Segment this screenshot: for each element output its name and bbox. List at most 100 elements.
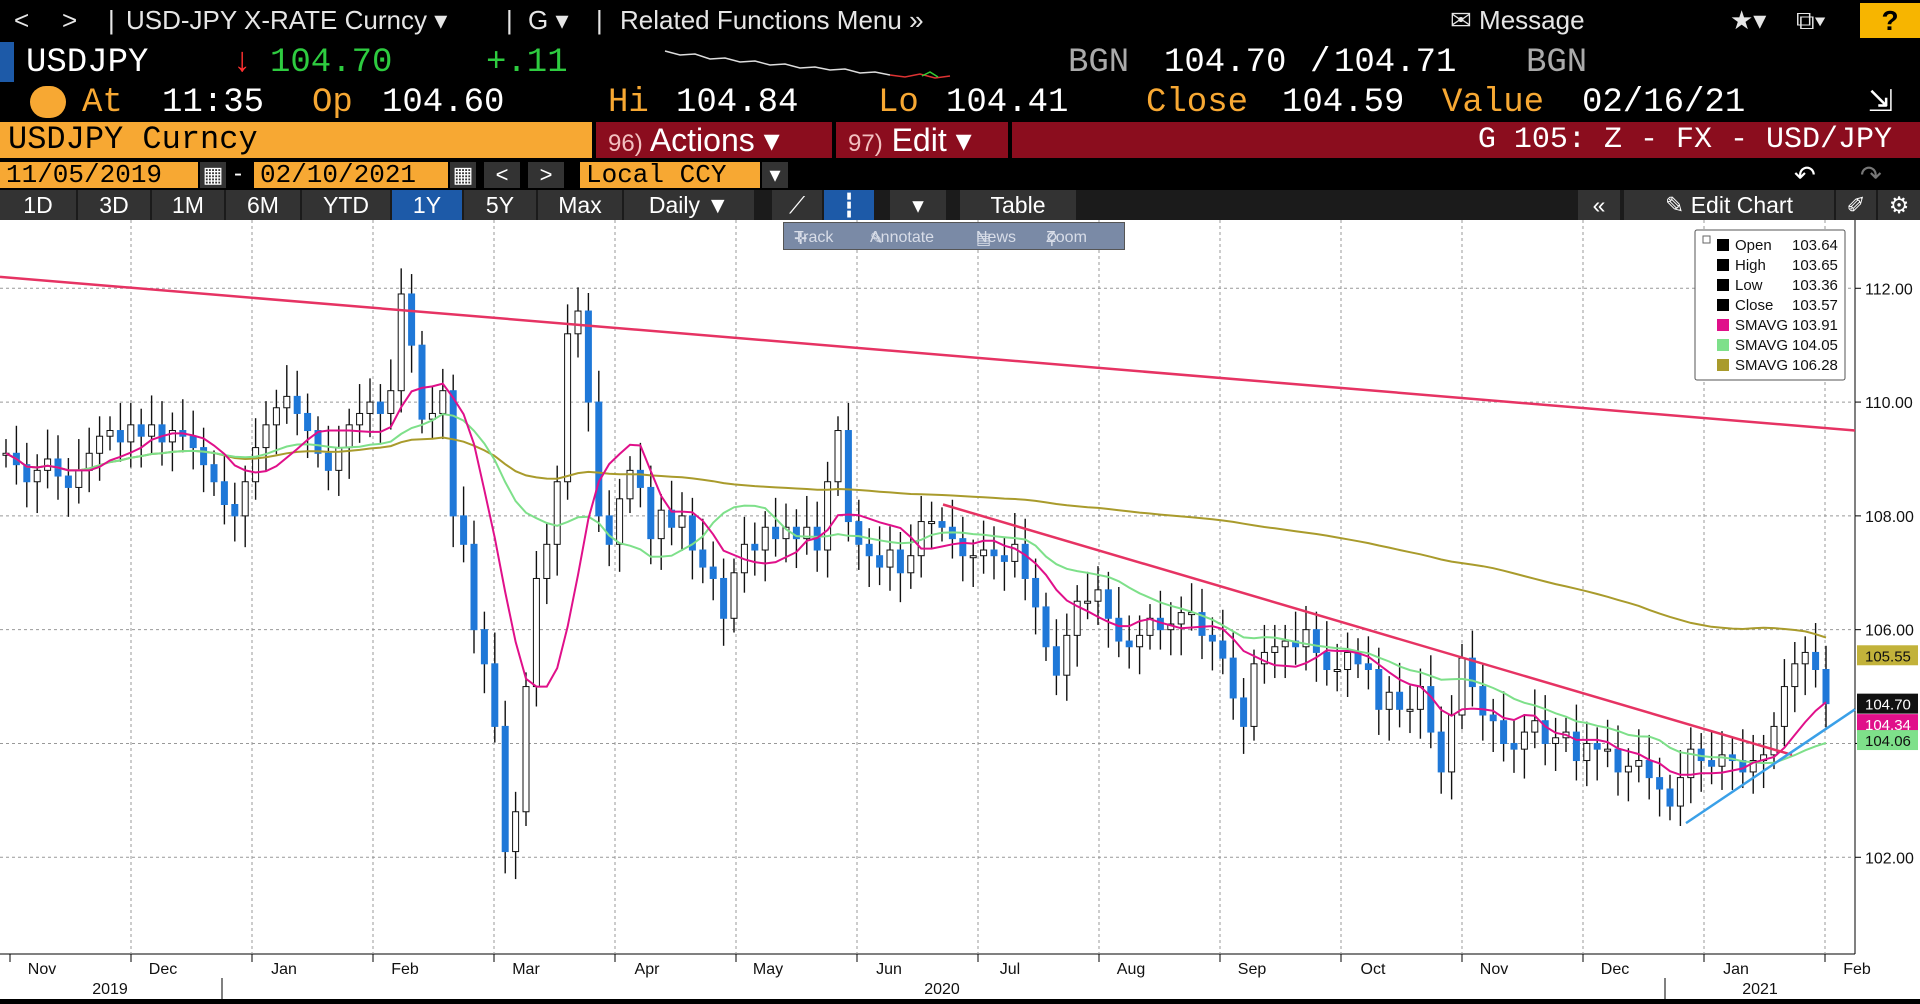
price-candle bbox=[772, 526, 780, 540]
quote-line: USDJPY ↓ 104.70 +.11 BGN 104.70 / 104.71… bbox=[0, 42, 1920, 82]
security-menu[interactable]: USD-JPY X-RATE Curncy ▾ bbox=[126, 5, 447, 36]
price-candle bbox=[574, 310, 582, 335]
security-field[interactable]: USDJPY Curncy bbox=[0, 122, 592, 158]
price-candle bbox=[1115, 617, 1123, 642]
tab-1d[interactable]: 1D bbox=[0, 190, 76, 220]
export-icon[interactable]: ⇲ bbox=[1868, 87, 1894, 121]
related-functions-menu[interactable]: Related Functions Menu » bbox=[620, 5, 924, 36]
price-candle bbox=[75, 469, 83, 488]
edit-button[interactable]: 97) Edit ▾ bbox=[836, 122, 1008, 158]
tab-ytd[interactable]: YTD bbox=[302, 190, 390, 220]
legend-swatch bbox=[1717, 359, 1729, 371]
price-candle bbox=[1541, 720, 1549, 744]
candlestick-icon[interactable]: ┇ bbox=[824, 190, 874, 220]
price-candle bbox=[605, 515, 613, 545]
tab-3d[interactable]: 3D bbox=[78, 190, 150, 220]
period-toolbar: 1D 3D 1M 6M YTD 1Y 5Y Max Daily ▼ ⟋ ┇ ▾ … bbox=[0, 190, 1920, 220]
price-candle bbox=[397, 293, 405, 392]
price-candle bbox=[1801, 651, 1809, 665]
price-candle bbox=[1177, 612, 1185, 625]
price-candle bbox=[293, 395, 301, 414]
chart-area[interactable]: 102.00104.00106.00108.00110.00112.00NovD… bbox=[0, 220, 1920, 999]
annotate-icon[interactable]: ✐ bbox=[1836, 190, 1876, 220]
gear-icon[interactable]: ⚙ bbox=[1878, 190, 1920, 220]
undo-icon[interactable]: ↶ bbox=[1794, 160, 1816, 190]
close-label: Close bbox=[1146, 84, 1249, 122]
security-header: USDJPY Curncy 96) Actions ▾ 97) Edit ▾ G… bbox=[0, 122, 1920, 158]
legend-value: 106.28 bbox=[1792, 357, 1838, 374]
price-candle bbox=[106, 430, 114, 437]
tab-6m[interactable]: 6M bbox=[226, 190, 300, 220]
price-candle bbox=[1364, 663, 1372, 671]
edit-chart-label: Edit Chart bbox=[1690, 192, 1793, 218]
caret-down-icon: ▾ bbox=[434, 5, 448, 35]
actions-button[interactable]: 96) Actions ▾ bbox=[596, 122, 832, 158]
price-candle bbox=[1385, 691, 1393, 710]
price-candle bbox=[1770, 725, 1778, 756]
caret-down-icon[interactable]: ▾ bbox=[762, 162, 788, 188]
high-label: Hi bbox=[608, 84, 649, 122]
price-candle bbox=[1437, 731, 1445, 773]
price-candle bbox=[1042, 606, 1050, 648]
price-candle bbox=[990, 549, 998, 557]
close-price: 104.59 bbox=[1282, 84, 1405, 122]
collapse-icon[interactable]: « bbox=[1578, 190, 1620, 220]
price-candle bbox=[314, 430, 322, 454]
price-candle bbox=[345, 424, 353, 449]
price-candle bbox=[512, 811, 520, 853]
frequency-select[interactable]: Daily ▼ bbox=[624, 190, 754, 220]
price-candle bbox=[876, 555, 884, 568]
year-label: 2019 bbox=[92, 981, 128, 998]
prev-range-button[interactable]: < bbox=[484, 162, 520, 188]
price-candle bbox=[356, 412, 364, 426]
price-candle bbox=[1052, 646, 1060, 676]
next-range-button[interactable]: > bbox=[528, 162, 564, 188]
price-candle bbox=[1219, 640, 1227, 659]
price-candle bbox=[1614, 748, 1622, 773]
favorite-star-icon[interactable]: ★▾ bbox=[1730, 5, 1767, 35]
legend-swatch bbox=[1717, 239, 1729, 251]
price-candle bbox=[1500, 720, 1508, 744]
legend-name: SMAVG bbox=[1735, 337, 1788, 354]
edit-label: Edit bbox=[891, 122, 947, 158]
help-button[interactable]: ? bbox=[1860, 3, 1920, 38]
x-tick-label: Dec bbox=[1601, 961, 1629, 978]
forward-button[interactable]: > bbox=[62, 5, 78, 35]
price-candle bbox=[1479, 686, 1487, 716]
tab-5y[interactable]: 5Y bbox=[464, 190, 536, 220]
end-date-input[interactable]: 02/10/2021 bbox=[254, 162, 448, 188]
price-candle bbox=[564, 333, 572, 483]
caret-down-icon[interactable]: ▾ bbox=[890, 190, 946, 220]
table-button[interactable]: Table bbox=[960, 190, 1076, 220]
x-tick-label: Dec bbox=[149, 961, 177, 978]
price-candle bbox=[1146, 617, 1154, 636]
edit-chart-button[interactable]: ✎ Edit Chart bbox=[1624, 190, 1834, 220]
x-tick-label: Mar bbox=[512, 961, 540, 978]
caret-down-icon: ▼ bbox=[706, 192, 730, 218]
resistance-trendline bbox=[0, 275, 1856, 432]
g-menu[interactable]: G ▾ bbox=[528, 5, 569, 36]
calendar-icon[interactable]: ▦ bbox=[200, 162, 226, 188]
price-candle bbox=[1021, 543, 1029, 579]
price-candle bbox=[449, 390, 457, 517]
price-candle bbox=[408, 293, 416, 346]
currency-select[interactable]: Local CCY bbox=[580, 162, 760, 188]
start-date-input[interactable]: 11/05/2019 bbox=[0, 162, 198, 188]
redo-icon[interactable]: ↷ bbox=[1860, 160, 1882, 190]
price-candle bbox=[844, 430, 852, 523]
tab-1y[interactable]: 1Y bbox=[392, 190, 462, 220]
calendar-icon[interactable]: ▦ bbox=[450, 162, 476, 188]
value-label: Value bbox=[1442, 84, 1545, 122]
price-candle bbox=[1375, 669, 1383, 710]
tab-1m[interactable]: 1M bbox=[152, 190, 224, 220]
message-button[interactable]: ✉ Message bbox=[1450, 5, 1585, 36]
line-chart-icon[interactable]: ⟋ bbox=[772, 190, 822, 220]
price-candle bbox=[1645, 760, 1653, 779]
price-candle bbox=[148, 424, 156, 437]
back-button[interactable]: < bbox=[14, 5, 30, 35]
price-candle bbox=[1552, 737, 1560, 744]
window-icon[interactable]: ⧉▾ bbox=[1796, 5, 1826, 35]
price-candle bbox=[64, 475, 72, 488]
tab-max[interactable]: Max bbox=[538, 190, 622, 220]
price-candle bbox=[231, 503, 239, 517]
